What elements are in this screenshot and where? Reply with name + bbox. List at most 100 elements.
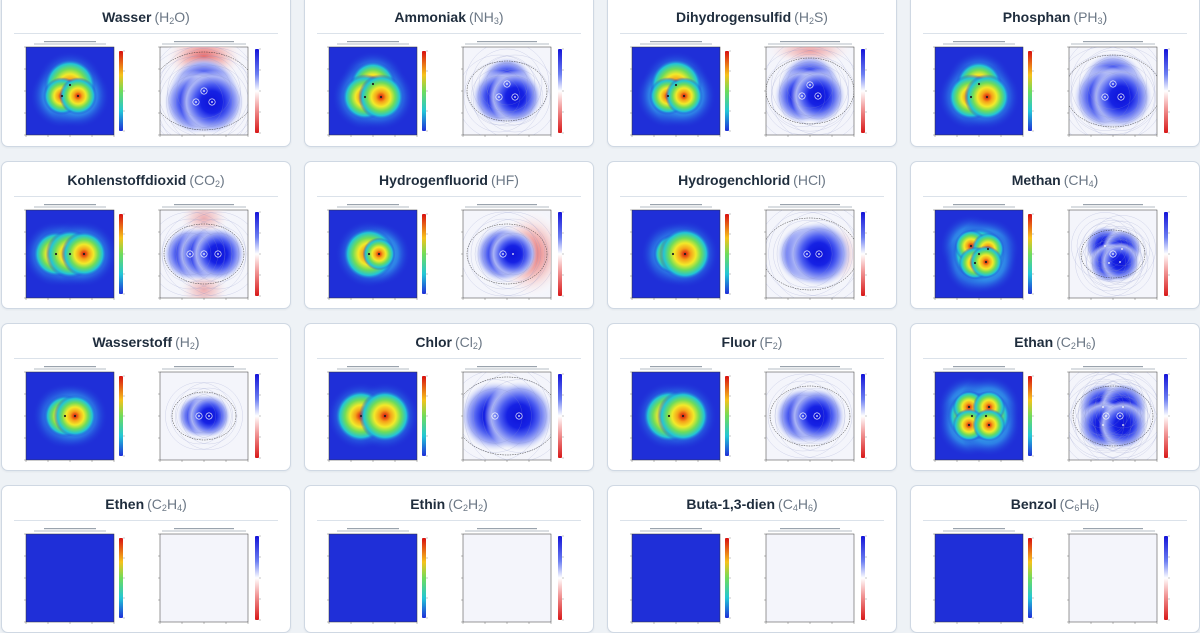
formula-subscript: 4: [177, 503, 183, 513]
formula-part: HF: [495, 172, 515, 188]
molecule-card[interactable]: Chlor (Cl2): [304, 323, 594, 471]
molecule-card[interactable]: Methan (CH4): [910, 161, 1200, 309]
plot-pair: [917, 202, 1195, 302]
molecule-name: Kohlenstoffdioxid: [67, 172, 187, 188]
electron-density-plot: [24, 528, 125, 624]
molecule-card[interactable]: Phosphan (PH3): [910, 0, 1200, 147]
molecule-formula: (C4H6): [778, 496, 818, 513]
molecule-card[interactable]: Benzol (C6H6): [910, 485, 1200, 633]
molecule-card[interactable]: Ammoniak (NH3): [304, 0, 594, 147]
molecule-card[interactable]: Hydrogenchlorid (HCl): [607, 161, 897, 309]
molecule-formula: (HF): [490, 172, 519, 188]
plot-pair: [614, 526, 892, 626]
molecule-card[interactable]: Ethin (C2H2): [304, 485, 594, 633]
formula-subscript: 2: [772, 341, 778, 351]
plot-pair: [311, 526, 589, 626]
formula-part: C: [1060, 334, 1071, 350]
molecule-card[interactable]: Hydrogenfluorid (HF): [304, 161, 594, 309]
formula-subscript: 4: [792, 503, 798, 513]
title-divider: [620, 33, 884, 34]
electron-density-plot: [933, 41, 1034, 137]
title-divider: [14, 196, 278, 197]
molecule-name: Chlor: [415, 334, 452, 350]
molecule-formula: (PH3): [1073, 9, 1108, 26]
electrostatic-potential-plot: [1067, 528, 1170, 624]
molecule-name: Hydrogenfluorid: [379, 172, 488, 188]
formula-part: H: [1079, 496, 1090, 512]
molecule-title: Dihydrogensulfid (H2S): [608, 8, 896, 26]
molecule-card[interactable]: Wasser (H2O): [1, 0, 291, 147]
plot-pair: [917, 364, 1195, 464]
title-divider: [14, 520, 278, 521]
molecule-name: Ethen: [105, 496, 145, 512]
molecule-card[interactable]: Fluor (F2): [607, 323, 897, 471]
plot-pair: [8, 39, 286, 139]
density-and-potential-plots: [630, 41, 867, 137]
molecule-title: Ethen (C2H4): [2, 495, 290, 513]
molecule-card[interactable]: Buta-1,3-dien (C4H6): [607, 485, 897, 633]
density-and-potential-plots: [327, 528, 564, 624]
molecule-card[interactable]: Wasserstoff (H2): [1, 323, 291, 471]
electron-density-plot: [933, 204, 1034, 300]
formula-part: C: [452, 496, 463, 512]
title-divider: [14, 33, 278, 34]
molecule-title: Fluor (F2): [608, 333, 896, 351]
molecule-formula: (C2H2): [448, 496, 488, 513]
electron-density-plot: [933, 366, 1034, 462]
electrostatic-potential-plot: [764, 528, 867, 624]
formula-part: H: [468, 496, 479, 512]
molecule-card[interactable]: Ethan (C2H6): [910, 323, 1200, 471]
formula-subscript: 4: [1088, 179, 1094, 189]
electron-density-plot: [327, 204, 428, 300]
plot-pair: [8, 526, 286, 626]
formula-part: CH: [1068, 172, 1089, 188]
molecule-card[interactable]: Ethen (C2H4): [1, 485, 291, 633]
formula-part: H: [179, 334, 190, 350]
molecule-title: Benzol (C6H6): [911, 495, 1199, 513]
molecule-title: Hydrogenfluorid (HF): [305, 171, 593, 189]
electron-density-plot: [24, 366, 125, 462]
molecule-formula: (H2): [175, 334, 200, 351]
molecule-title: Hydrogenchlorid (HCl): [608, 171, 896, 189]
molecule-name: Ethan: [1014, 334, 1054, 350]
formula-subscript: 2: [462, 503, 468, 513]
formula-part: PH: [1078, 9, 1098, 25]
formula-part: H: [1075, 334, 1087, 350]
molecule-formula: (NH3): [468, 9, 504, 26]
electrostatic-potential-plot: [764, 204, 867, 300]
formula-subscript: 2: [808, 16, 814, 26]
molecule-title: Ethan (C2H6): [911, 333, 1199, 351]
molecule-card[interactable]: Dihydrogensulfid (H2S): [607, 0, 897, 147]
title-divider: [923, 520, 1187, 521]
formula-part: CO: [193, 172, 215, 188]
molecule-formula: (Cl2): [454, 334, 483, 351]
density-and-potential-plots: [24, 366, 261, 462]
molecule-name: Ammoniak: [394, 9, 466, 25]
formula-subscript: 2: [214, 179, 220, 189]
plot-pair: [8, 364, 286, 464]
formula-part: H: [798, 9, 809, 25]
density-and-potential-plots: [933, 41, 1170, 137]
molecule-name: Benzol: [1010, 496, 1057, 512]
molecule-title: Buta-1,3-dien (C4H6): [608, 495, 896, 513]
molecule-title: Ammoniak (NH3): [305, 8, 593, 26]
density-and-potential-plots: [933, 528, 1170, 624]
electron-density-plot: [630, 41, 731, 137]
formula-part: Cl: [459, 334, 473, 350]
electrostatic-potential-plot: [764, 41, 867, 137]
formula-part: S: [813, 9, 824, 25]
formula-subscript: 2: [169, 16, 175, 26]
formula-part: C: [782, 496, 793, 512]
molecule-title: Wasserstoff (H2): [2, 333, 290, 351]
molecule-title: Methan (CH4): [911, 171, 1199, 189]
molecule-name: Phosphan: [1002, 9, 1071, 25]
electron-density-plot: [327, 41, 428, 137]
electron-density-plot: [24, 204, 125, 300]
formula-subscript: 3: [493, 16, 499, 26]
plot-pair: [311, 39, 589, 139]
plot-pair: [614, 39, 892, 139]
formula-subscript: 6: [1089, 503, 1095, 513]
molecule-title: Ethin (C2H2): [305, 495, 593, 513]
molecule-card[interactable]: Kohlenstoffdioxid (CO2): [1, 161, 291, 309]
electrostatic-potential-plot: [461, 366, 564, 462]
